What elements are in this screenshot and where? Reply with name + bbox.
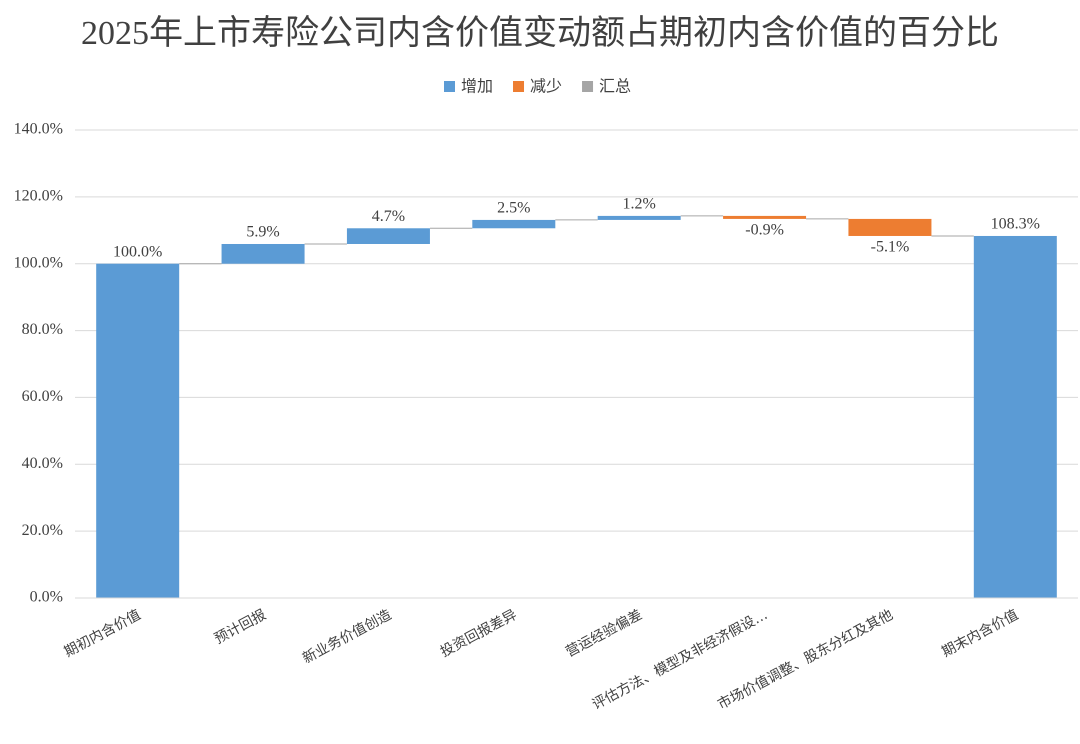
bar xyxy=(723,215,807,219)
y-tick-label: 140.0% xyxy=(14,121,63,138)
y-tick-label: 100.0% xyxy=(14,254,63,271)
y-tick-label: 80.0% xyxy=(22,321,63,338)
y-tick-label: 120.0% xyxy=(14,188,63,205)
value-label: -0.9% xyxy=(745,222,784,239)
y-tick-label: 20.0% xyxy=(22,522,63,539)
value-label: 108.3% xyxy=(991,216,1040,233)
value-label: 4.7% xyxy=(372,208,405,225)
legend-label: 增加 xyxy=(461,77,493,96)
x-tick-label: 营运经验偏差 xyxy=(563,607,645,661)
bar xyxy=(597,215,681,220)
bar xyxy=(973,235,1057,598)
x-tick-label: 投资回报差异 xyxy=(438,607,520,661)
y-tick-label: 0.0% xyxy=(30,589,63,606)
bar xyxy=(221,243,305,264)
bar xyxy=(96,263,180,598)
value-label: 100.0% xyxy=(113,243,162,260)
legend-label: 减少 xyxy=(530,77,562,96)
legend-label: 汇总 xyxy=(599,77,631,96)
y-tick-label: 60.0% xyxy=(22,388,63,405)
chart-title: 2025年上市寿险公司内含价值变动额占期初内含价值的百分比 xyxy=(81,14,999,52)
x-tick-label: 预计回报 xyxy=(212,607,269,647)
legend-swatch xyxy=(582,81,594,92)
x-tick-label: 期初内含价值 xyxy=(61,606,143,660)
y-tick-label: 40.0% xyxy=(22,455,63,472)
bar xyxy=(472,219,556,229)
bar xyxy=(848,218,932,236)
x-tick-label: 期末内含价值 xyxy=(939,607,1021,661)
value-label: 1.2% xyxy=(623,196,656,213)
legend-swatch xyxy=(444,81,455,92)
x-tick-label: 新业务价值创造 xyxy=(300,607,394,667)
value-label: 5.9% xyxy=(246,224,279,241)
value-label: -5.1% xyxy=(871,239,910,256)
value-label: 2.5% xyxy=(497,200,530,217)
legend-swatch xyxy=(513,81,525,92)
bar xyxy=(346,228,430,244)
